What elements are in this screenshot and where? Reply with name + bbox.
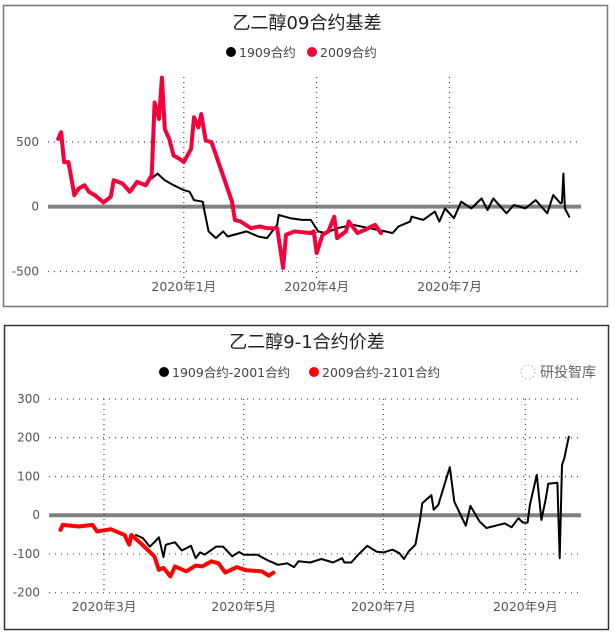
chart-2-frame (3, 324, 610, 631)
legend-marker-2009 (307, 47, 317, 57)
y-tick-label: -100 (13, 547, 40, 561)
chart-2-plot: 300 200 100 0 -100 -200 2020年3月 2020年5月 2020年7月 2… (13, 392, 581, 614)
y-tick-label: 300 (17, 392, 40, 406)
y-tick-label: 0 (31, 200, 39, 214)
y-tick-label: 500 (16, 135, 39, 149)
chart-2-title: 乙二醇9-1合约价差 (229, 332, 384, 353)
y-tick-label: -200 (13, 586, 40, 600)
legend-label-2009: 2009合约 (320, 45, 377, 60)
y-tick-label: -500 (12, 265, 39, 279)
chart-1-legend: 1909合约 2009合约 (226, 45, 377, 60)
x-tick-label: 2020年1月 (151, 279, 216, 294)
series-line-1909合约-2001合约 (135, 435, 570, 569)
x-tick-label: 2020年4月 (284, 279, 349, 294)
legend-marker-1909-2001 (159, 367, 169, 377)
legend-label-1909: 1909合约 (239, 45, 296, 60)
legend-label-2009-2101: 2009合约-2101合约 (322, 365, 440, 380)
legend-marker-1909 (226, 47, 236, 57)
y-tick-label: 200 (17, 431, 40, 445)
legend-marker-2009-2101 (309, 367, 319, 377)
watermark-logo-icon (520, 364, 536, 380)
y-tick-label: 0 (32, 508, 40, 522)
series-line-2009合约 (56, 75, 383, 270)
watermark-text: 研投智库 (540, 365, 596, 381)
x-tick-label: 2020年7月 (351, 599, 416, 614)
chart-2-legend: 1909合约-2001合约 2009合约-2101合约 (159, 365, 440, 380)
x-tick-label: 2020年3月 (72, 599, 137, 614)
x-tick-label: 2020年9月 (493, 599, 558, 614)
series-line-2009合约-2101合约 (58, 522, 276, 579)
chart-1-title: 乙二醇09合约基差 (233, 13, 382, 34)
watermark: 研投智库 (520, 364, 596, 381)
legend-label-1909-2001: 1909合约-2001合约 (172, 365, 290, 380)
y-tick-label: 100 (17, 469, 40, 483)
x-tick-label: 2020年5月 (211, 599, 276, 614)
x-tick-label: 2020年7月 (417, 279, 482, 294)
chart-1-plot: 500 0 -500 2020年1月 2020年4月 2020年7月 (12, 75, 581, 294)
chart-1-frame (2, 4, 609, 308)
